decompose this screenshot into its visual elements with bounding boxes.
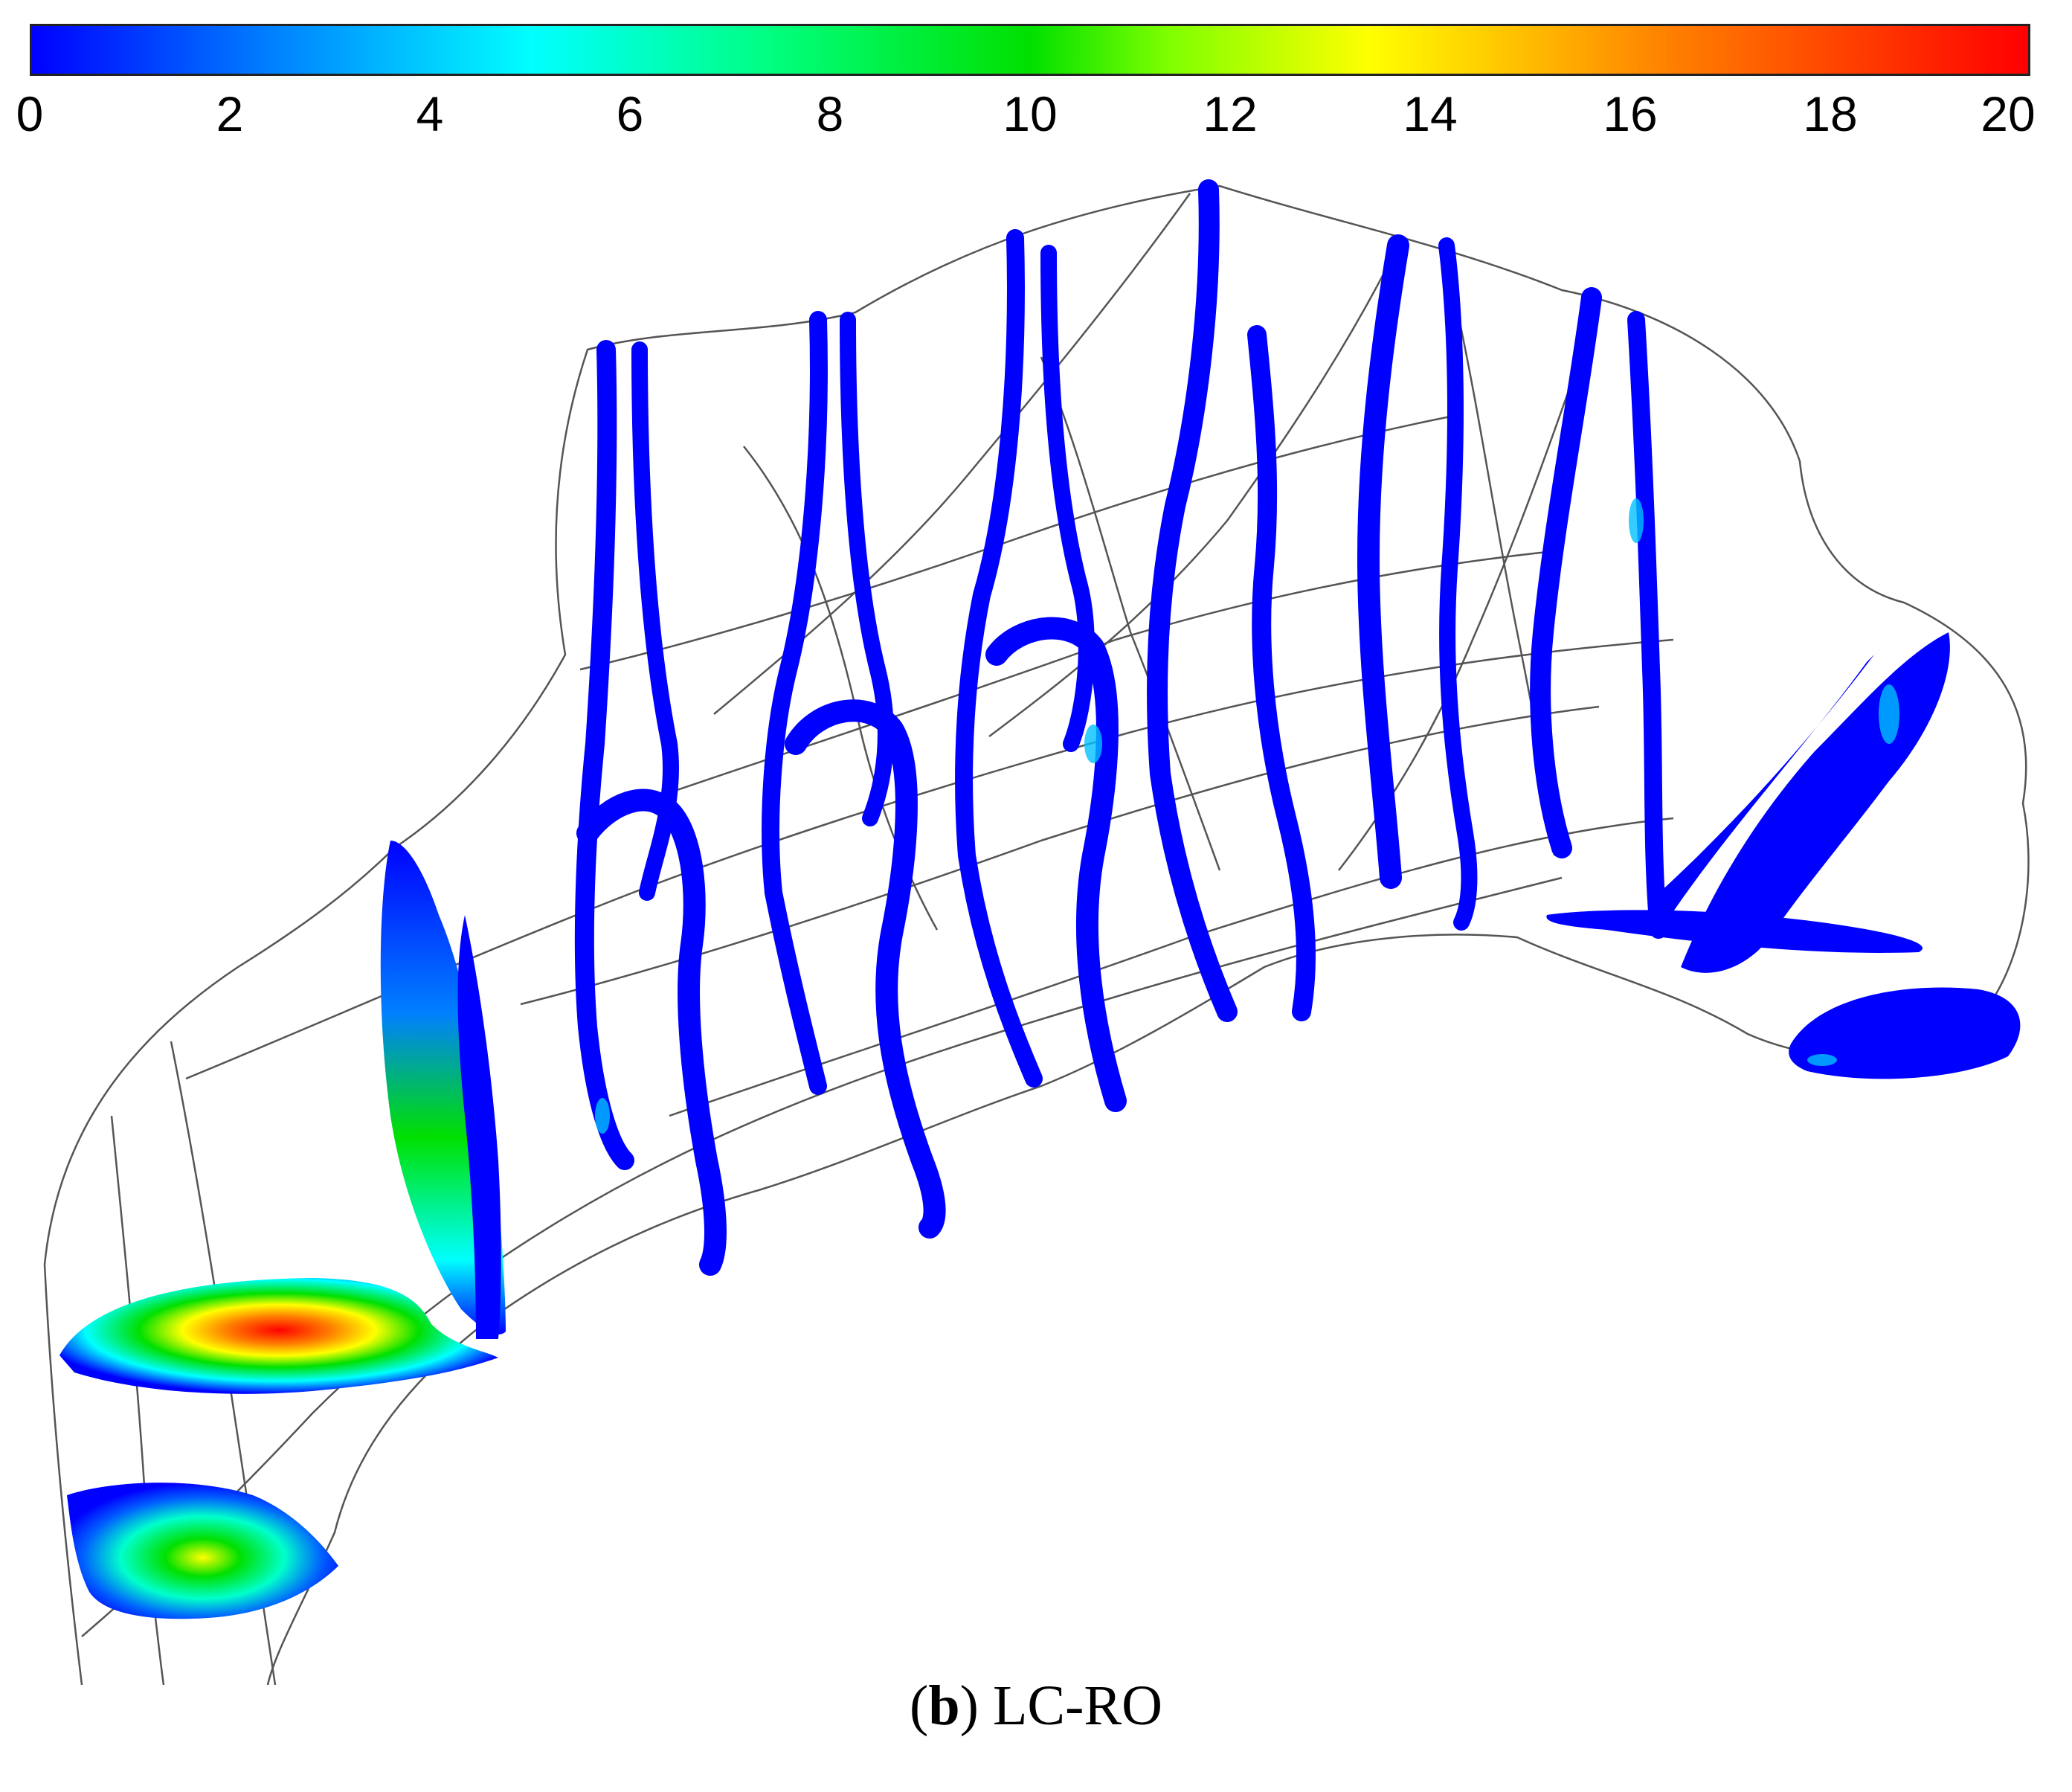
colorbar-ticks: 0 2 4 6 8 10 12 14 16 18 20	[0, 86, 2072, 152]
highlights	[595, 498, 1899, 1134]
tick-label: 10	[1003, 86, 1058, 141]
right-lobe-upper	[1651, 646, 1882, 922]
tick-label: 0	[16, 86, 44, 141]
tick-label: 4	[416, 86, 444, 141]
tick-label: 6	[616, 86, 644, 141]
right-bottom-section	[1789, 987, 2021, 1079]
tick-label: 16	[1603, 86, 1658, 141]
tick-label: 20	[1981, 86, 2036, 141]
caption-label: b	[928, 1674, 960, 1737]
caption-title: LC-RO	[978, 1674, 1162, 1737]
tick-label: 18	[1803, 86, 1858, 141]
caption-close-paren: )	[959, 1674, 979, 1737]
tick-label: 14	[1403, 86, 1458, 141]
caption-open-paren: (	[910, 1674, 929, 1737]
colorbar	[30, 24, 2030, 76]
velocity-slices	[574, 179, 1667, 1276]
tick-label: 12	[1203, 86, 1258, 141]
cross-section-floor-2	[67, 1483, 338, 1619]
figure-caption: (b) LC-RO	[0, 1674, 2072, 1738]
tick-label: 8	[816, 86, 844, 141]
tick-label: 2	[216, 86, 244, 141]
cross-section-floor-1	[59, 1278, 498, 1394]
right-floor-section	[1546, 910, 1923, 953]
wall-section-thin	[457, 915, 501, 1339]
